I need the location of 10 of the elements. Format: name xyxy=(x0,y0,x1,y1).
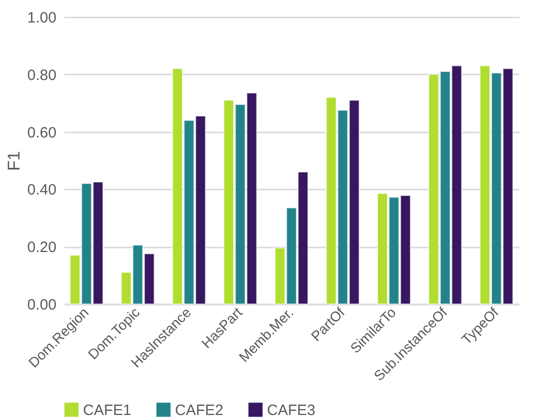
y-tick-label: 0.60 xyxy=(27,124,56,142)
y-tick-label: 0.20 xyxy=(27,239,56,256)
legend-label: CAFE2 xyxy=(175,402,224,419)
legend-label: CAFE3 xyxy=(267,402,316,419)
y-axis-title: F1 xyxy=(4,151,24,171)
y-tick-label: 1.00 xyxy=(27,10,56,26)
legend-label: CAFE1 xyxy=(83,402,132,419)
y-tick-label: 0.00 xyxy=(27,296,56,314)
y-tick-label: 0.80 xyxy=(27,66,56,84)
y-tick-label: 0.40 xyxy=(27,182,56,199)
